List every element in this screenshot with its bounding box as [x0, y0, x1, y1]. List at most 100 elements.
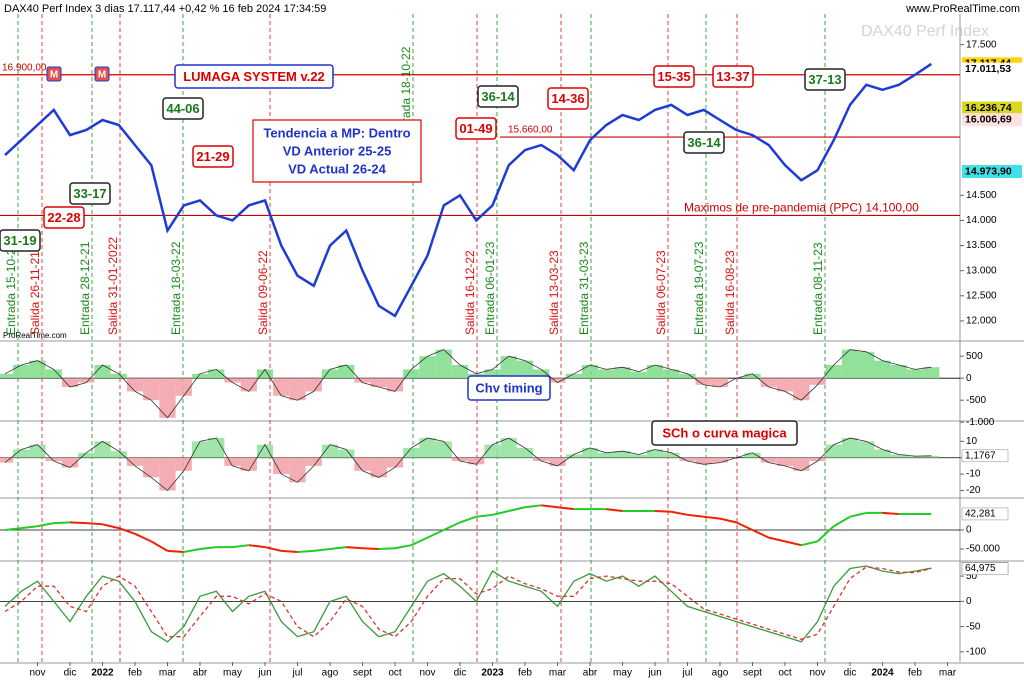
trend-segment: [150, 540, 169, 552]
vote: 37-13: [808, 72, 841, 87]
area-slice: [191, 373, 209, 379]
x-tick-label: jul: [681, 668, 692, 679]
trend-segment: [882, 511, 899, 516]
value-label: 42,281: [965, 509, 996, 520]
vote-box: [712, 65, 754, 88]
area-slice: [159, 378, 176, 418]
area-slice: [370, 378, 387, 387]
y-tick-label: -100: [966, 647, 986, 658]
value-box: [961, 507, 1009, 521]
y-tick-label: 10: [966, 436, 978, 447]
x-tick-label: feb: [128, 668, 142, 679]
signal-label: Salida 26-11-21: [28, 251, 42, 335]
trend-segment: [232, 544, 249, 549]
area-slice: [403, 447, 420, 458]
trend-segment: [687, 513, 704, 518]
area-slice: [78, 378, 95, 383]
value-label: 64,975: [965, 563, 996, 574]
x-tick-label: mar: [939, 668, 957, 679]
x-tick-label: jun: [257, 668, 271, 679]
trend-segment: [719, 517, 737, 524]
trend-segment: [86, 522, 103, 526]
x-tick-label: ago: [712, 668, 729, 679]
area-slice: [45, 369, 62, 379]
area-slice: [841, 349, 859, 379]
y-tick-label: 50: [966, 571, 978, 582]
trend-segment: [183, 548, 201, 554]
trend-segment: [703, 515, 721, 520]
price-label: 16.236,74: [965, 102, 1012, 114]
area-slice: [289, 378, 306, 401]
area-slice: [29, 360, 46, 379]
trend-segment: [297, 549, 314, 554]
area-slice: [45, 457, 62, 461]
trend-segment: [394, 544, 412, 550]
area-slice: [874, 360, 891, 379]
panel-title-box: [467, 375, 551, 401]
area-slice: [61, 457, 79, 468]
area-slice: [565, 454, 582, 458]
x-tick-label: mar: [159, 668, 177, 679]
area-slice: [614, 367, 631, 379]
area-slice: [630, 454, 647, 458]
area-slice: [0, 457, 14, 463]
area-slice: [338, 365, 355, 379]
area-slice: [598, 369, 615, 379]
area-slice: [370, 457, 387, 478]
price-label: 14.973,90: [965, 165, 1012, 177]
vote: 21-29: [196, 149, 229, 164]
vote-box: [43, 206, 85, 229]
area-slice: [663, 369, 680, 379]
area-slice: [549, 378, 566, 383]
watermark: DAX40 Perf Index: [861, 23, 989, 40]
x-tick-label: sept: [353, 668, 372, 679]
marker-box: [94, 66, 110, 82]
area-slice: [273, 378, 290, 396]
price-box: [962, 113, 1022, 127]
trend-segment: [784, 540, 802, 547]
trend-segment: [816, 525, 835, 543]
vote: 01-49: [459, 121, 492, 136]
area-slice: [923, 367, 940, 379]
trend-segment: [849, 511, 867, 518]
trend-segment: [508, 506, 526, 512]
trend-segment: [118, 527, 136, 535]
trend-line: Tendencia a MP: Dentro: [263, 125, 410, 140]
x-tick-label: dic: [454, 668, 467, 679]
area-slice: [468, 457, 485, 465]
reference-label: 15.660,00: [508, 125, 553, 136]
trend-segment: [134, 532, 152, 543]
trend-segment: [524, 504, 542, 509]
area-slice: [13, 449, 30, 458]
area-slice: [906, 369, 924, 379]
trend-segment: [378, 547, 396, 550]
area-slice: [711, 378, 729, 387]
area-slice: [614, 451, 631, 458]
trend-segment: [768, 536, 786, 543]
area-slice: [484, 444, 501, 458]
area-slice: [451, 365, 469, 379]
area-slice: [776, 378, 794, 392]
site: www.ProRealTime.com: [905, 3, 1020, 15]
area-line: [4, 437, 932, 492]
trend-segment: [264, 546, 282, 552]
price-box: [962, 101, 1022, 115]
area-slice: [224, 457, 241, 466]
area-slice: [825, 365, 842, 379]
panel-title: SCh o curva magica: [662, 425, 787, 440]
trend-segment: [167, 549, 184, 554]
x-tick-label: nov: [29, 668, 45, 679]
area-slice: [175, 378, 192, 396]
value-label: 1,1767: [965, 450, 996, 461]
x-tick-label: ago: [322, 668, 339, 679]
area-slice: [386, 457, 404, 468]
trend-segment: [313, 547, 331, 552]
area-slice: [289, 457, 306, 483]
area-slice: [776, 457, 794, 466]
y-tick-label: 14.500: [966, 190, 997, 201]
value-box: [961, 562, 1009, 575]
y-tick-label: -1.000: [966, 417, 995, 428]
trend-segment: [476, 513, 493, 518]
trend-segment: [37, 522, 54, 528]
trend-segment: [801, 540, 818, 547]
